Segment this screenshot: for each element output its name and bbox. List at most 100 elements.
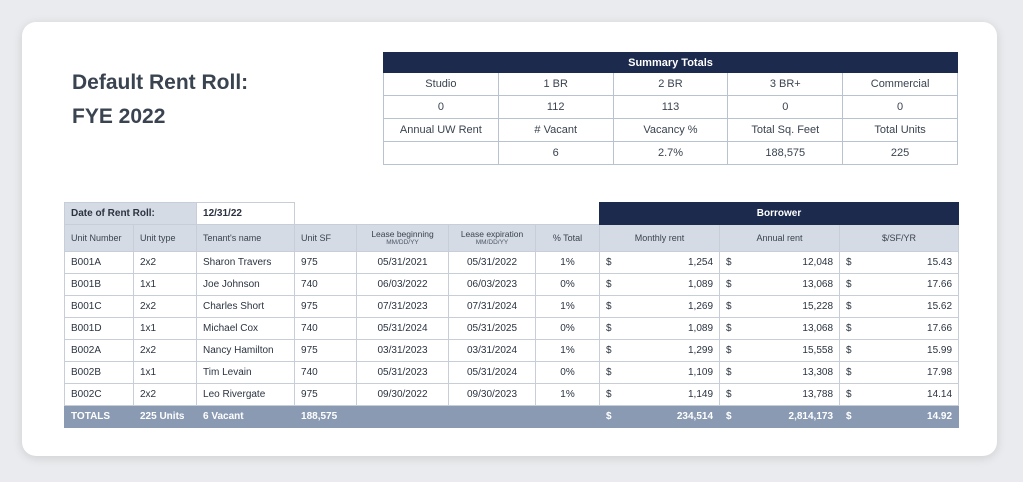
cell-exp: 06/03/2023 xyxy=(448,273,537,296)
cell-exp: 03/31/2024 xyxy=(448,339,537,362)
col-tenant-name: Tenant's name xyxy=(196,224,296,252)
cell-exp: 07/31/2024 xyxy=(448,295,537,318)
cell-monthly: $1,299 xyxy=(599,339,721,362)
cell-exp: 05/31/2022 xyxy=(448,251,537,274)
cell-sf: 740 xyxy=(294,273,358,296)
summary-label-cell: Commercial xyxy=(842,72,958,96)
cell-monthly: $1,089 xyxy=(599,273,721,296)
cell-sf: 975 xyxy=(294,295,358,318)
cell-begin: 05/31/2023 xyxy=(356,361,450,384)
col-unit-number: Unit Number xyxy=(64,224,134,252)
cell-annual: $13,788 xyxy=(719,383,841,406)
col-lease-expiration: Lease expiration MM/DD/YY xyxy=(448,224,537,252)
cell-annual: $13,308 xyxy=(719,361,841,384)
cell-sf: 975 xyxy=(294,339,358,362)
summary-totals-header: Summary Totals xyxy=(383,52,958,73)
totals-label: TOTALS xyxy=(64,405,134,428)
cell-tenant: Joe Johnson xyxy=(196,273,296,296)
cell-unit: B002C xyxy=(64,383,134,406)
page-title-line2: FYE 2022 xyxy=(72,105,166,128)
col-lease-beginning: Lease beginning MM/DD/YY xyxy=(356,224,450,252)
col-lease-beginning-format: MM/DD/YY xyxy=(386,239,419,246)
totals-sfyr: $14.92 xyxy=(839,405,960,428)
cell-exp: 05/31/2024 xyxy=(448,361,537,384)
cell-tenant: Tim Levain xyxy=(196,361,296,384)
cell-unit: B002B xyxy=(64,361,134,384)
summary-label-cell: Annual UW Rent xyxy=(383,118,499,142)
cell-annual: $13,068 xyxy=(719,317,841,340)
table-row: B001A 2x2 Sharon Travers 975 05/31/2021 … xyxy=(64,251,960,274)
cell-pct: 0% xyxy=(535,273,601,296)
totals-monthly: $234,514 xyxy=(599,405,721,428)
cell-monthly: $1,149 xyxy=(599,383,721,406)
table-row: B002B 1x1 Tim Levain 740 05/31/2023 05/3… xyxy=(64,361,960,384)
cell-sfyr: $17.66 xyxy=(839,273,960,296)
cell-exp: 05/31/2025 xyxy=(448,317,537,340)
summary-label-cell: 1 BR xyxy=(497,72,614,96)
date-of-rent-roll-value: 12/31/22 xyxy=(196,202,296,225)
cell-unit: B002A xyxy=(64,339,134,362)
col-lease-expiration-label: Lease expiration xyxy=(460,229,524,239)
totals-annual: $2,814,173 xyxy=(719,405,841,428)
cell-annual: $12,048 xyxy=(719,251,841,274)
summary-label-cell: Studio xyxy=(383,72,499,96)
summary-value-cell: 2.7% xyxy=(612,141,729,165)
cell-unit: B001B xyxy=(64,273,134,296)
cell-unit: B001D xyxy=(64,317,134,340)
totals-units: 225 Units xyxy=(132,405,198,428)
cell-sf: 975 xyxy=(294,383,358,406)
col-unit-sf: Unit SF xyxy=(294,224,358,252)
cell-type: 2x2 xyxy=(132,383,198,406)
cell-tenant: Leo Rivergate xyxy=(196,383,296,406)
page-title-line1: Default Rent Roll: xyxy=(72,71,249,94)
summary-value-cell: 6 xyxy=(497,141,614,165)
cell-monthly: $1,254 xyxy=(599,251,721,274)
summary-value-cell: 0 xyxy=(727,95,844,119)
summary-label-cell: Total Sq. Feet xyxy=(727,118,844,142)
table-row: B001D 1x1 Michael Cox 740 05/31/2024 05/… xyxy=(64,317,960,340)
cell-pct: 0% xyxy=(535,361,601,384)
totals-vacant: 6 Vacant xyxy=(196,405,296,428)
summary-label-cell: # Vacant xyxy=(497,118,614,142)
summary-value-cell: 225 xyxy=(842,141,958,165)
cell-monthly: $1,269 xyxy=(599,295,721,318)
cell-type: 2x2 xyxy=(132,251,198,274)
col-lease-beginning-label: Lease beginning xyxy=(371,229,434,239)
totals-row: TOTALS 225 Units 6 Vacant 188,575 $234,5… xyxy=(64,405,960,428)
cell-begin: 06/03/2022 xyxy=(356,273,450,296)
cell-sfyr: $17.98 xyxy=(839,361,960,384)
cell-pct: 0% xyxy=(535,317,601,340)
col-pct-total: % Total xyxy=(535,224,601,252)
cell-monthly: $1,109 xyxy=(599,361,721,384)
cell-begin: 09/30/2022 xyxy=(356,383,450,406)
cell-pct: 1% xyxy=(535,251,601,274)
cell-type: 1x1 xyxy=(132,317,198,340)
cell-begin: 03/31/2023 xyxy=(356,339,450,362)
cell-pct: 1% xyxy=(535,339,601,362)
cell-type: 1x1 xyxy=(132,361,198,384)
col-sf-yr: $/SF/YR xyxy=(839,224,960,252)
cell-sfyr: $15.43 xyxy=(839,251,960,274)
cell-unit: B001C xyxy=(64,295,134,318)
summary-label-cell: Vacancy % xyxy=(612,118,729,142)
summary-label-cell: 3 BR+ xyxy=(727,72,844,96)
borrower-header: Borrower xyxy=(599,202,960,225)
table-row: B001B 1x1 Joe Johnson 740 06/03/2022 06/… xyxy=(64,273,960,296)
cell-sfyr: $15.99 xyxy=(839,339,960,362)
cell-pct: 1% xyxy=(535,383,601,406)
summary-value-cell: 113 xyxy=(612,95,729,119)
cell-tenant: Nancy Hamilton xyxy=(196,339,296,362)
summary-value-cell: 112 xyxy=(497,95,614,119)
cell-pct: 1% xyxy=(535,295,601,318)
cell-type: 2x2 xyxy=(132,339,198,362)
cell-exp: 09/30/2023 xyxy=(448,383,537,406)
cell-begin: 07/31/2023 xyxy=(356,295,450,318)
cell-annual: $15,228 xyxy=(719,295,841,318)
cell-sf: 740 xyxy=(294,361,358,384)
cell-tenant: Charles Short xyxy=(196,295,296,318)
cell-annual: $15,558 xyxy=(719,339,841,362)
cell-type: 1x1 xyxy=(132,273,198,296)
cell-sfyr: $17.66 xyxy=(839,317,960,340)
cell-sfyr: $15.62 xyxy=(839,295,960,318)
cell-begin: 05/31/2021 xyxy=(356,251,450,274)
